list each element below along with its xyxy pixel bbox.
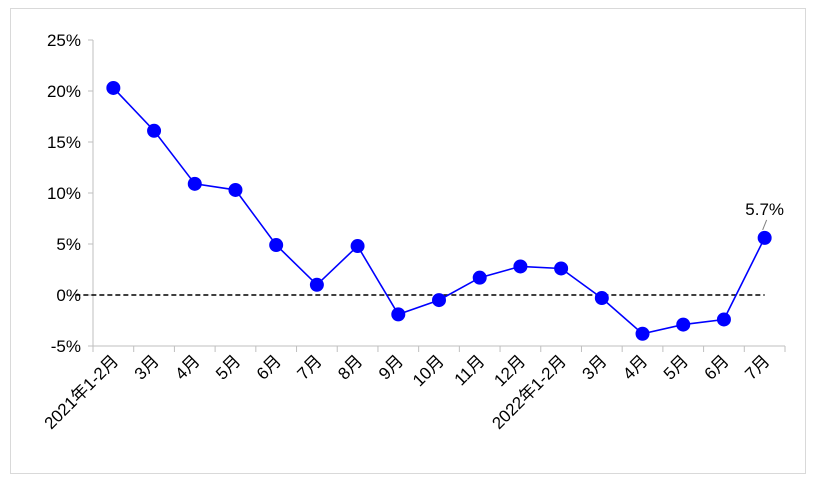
y-tick-label: 15% [47, 133, 81, 152]
data-point [350, 239, 365, 254]
data-point [432, 293, 446, 308]
x-tick-label: 8月 [334, 351, 366, 383]
x-tick-label: 3月 [579, 351, 611, 383]
x-tick-label: 5月 [660, 351, 692, 383]
y-tick-label: 10% [47, 184, 81, 203]
x-tick-label: 3月 [131, 351, 163, 383]
x-tick-label: 10月 [409, 351, 448, 390]
x-tick-label: 2022年1-2月 [488, 351, 570, 433]
data-point [513, 259, 528, 274]
x-tick-label: 7月 [294, 351, 326, 383]
x-tick-label: 9月 [375, 351, 407, 383]
data-point [716, 312, 731, 327]
y-tick-label: -5% [51, 337, 81, 356]
y-tick-label: 25% [47, 31, 81, 50]
x-tick-label: 5月 [212, 351, 244, 383]
x-tick-label: 7月 [741, 351, 773, 383]
data-point [391, 307, 406, 322]
x-tick-label: 2021年1-2月 [41, 351, 123, 433]
data-label: 5.7% [745, 200, 784, 219]
data-point [594, 291, 609, 306]
data-point [676, 317, 691, 332]
annotations: 5.7% [745, 200, 784, 231]
data-point [269, 238, 284, 253]
x-tick-label: 6月 [701, 351, 733, 383]
x-tick-label: 4月 [171, 351, 203, 383]
data-point [635, 326, 650, 341]
data-points [106, 80, 772, 341]
x-tick-label: 11月 [451, 351, 489, 389]
y-tick-label: 5% [56, 235, 81, 254]
x-tick-label: 4月 [619, 351, 651, 383]
data-point [106, 80, 121, 95]
data-point [554, 261, 569, 276]
y-tick-label: 0% [56, 286, 81, 305]
data-point [757, 230, 772, 245]
data-point [472, 270, 487, 285]
annotation-leader [762, 219, 768, 231]
chart-frame [10, 8, 806, 474]
data-point [309, 277, 324, 292]
data-point [228, 182, 243, 197]
axes: -5%0%5%10%15%20%25%2021年1-2月 3月 4月 5月 6月 7月 8月… [41, 31, 786, 433]
data-point [147, 123, 162, 138]
y-tick-label: 20% [47, 82, 81, 101]
x-tick-label: 6月 [253, 351, 285, 383]
data-point [187, 176, 202, 191]
